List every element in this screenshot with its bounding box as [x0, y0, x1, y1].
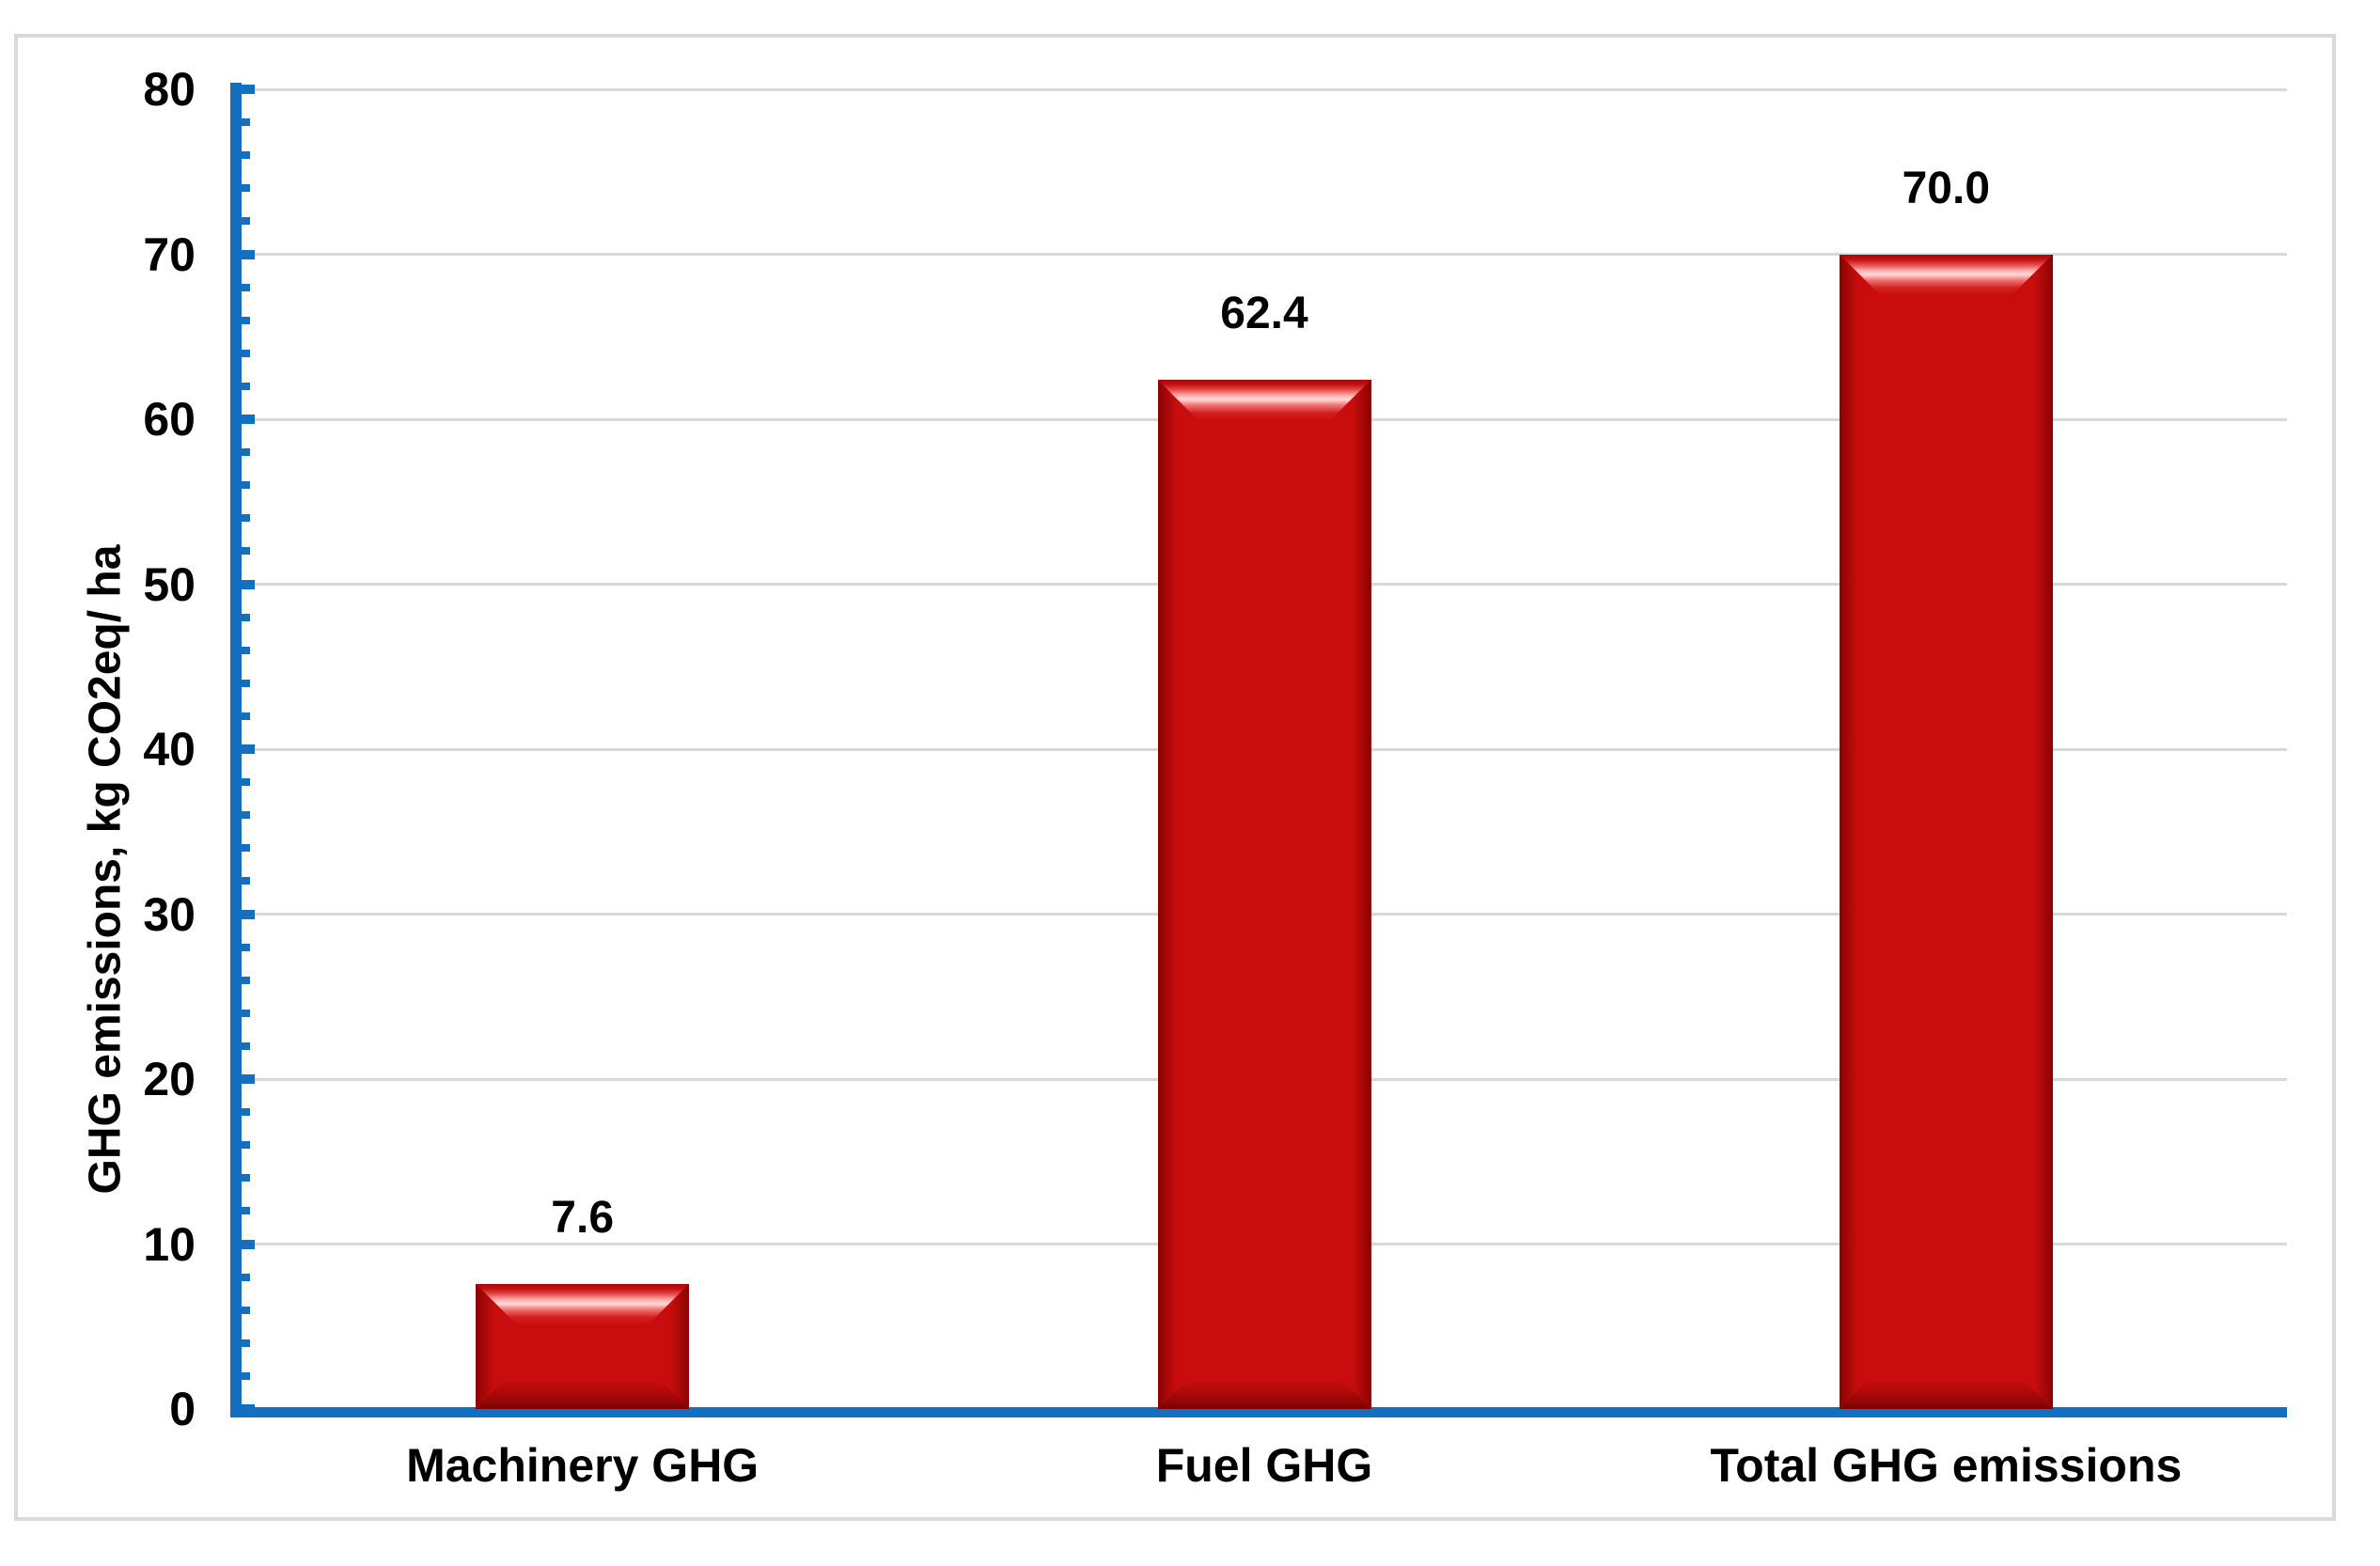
- x-axis-line: [230, 1407, 2287, 1417]
- y-tick-label-70: 70: [143, 227, 196, 281]
- bar-value-label-fuel-ghg: 62.4: [1220, 288, 1308, 338]
- x-category-label-machinery-ghg: Machinery GHG: [406, 1439, 759, 1492]
- y-axis-major-tick: [242, 1074, 255, 1084]
- y-axis-major-tick: [242, 249, 255, 259]
- y-axis-major-tick: [242, 1239, 255, 1249]
- y-axis-minor-tick: [242, 943, 250, 951]
- x-category-label-fuel-ghg: Fuel GHG: [1155, 1439, 1373, 1492]
- y-tick-label-80: 80: [143, 63, 196, 116]
- y-axis-major-tick: [242, 579, 255, 589]
- y-axis-minor-tick: [242, 481, 250, 490]
- y-axis-minor-tick: [242, 613, 250, 621]
- y-axis-major-tick: [242, 909, 255, 919]
- y-axis-minor-tick: [242, 1306, 250, 1314]
- gridline-80: [242, 87, 2287, 91]
- y-axis-minor-tick: [242, 1207, 250, 1215]
- y-axis-minor-tick: [242, 547, 250, 556]
- y-axis-minor-tick: [242, 448, 250, 457]
- y-axis-minor-tick: [242, 1273, 250, 1281]
- y-axis-minor-tick: [242, 1339, 250, 1347]
- y-axis-minor-tick: [242, 712, 250, 720]
- y-axis-major-tick: [242, 415, 255, 424]
- y-tick-label-60: 60: [143, 393, 196, 446]
- gridline-70: [242, 253, 2287, 256]
- y-axis-line: [230, 83, 242, 1417]
- y-axis-minor-tick: [242, 646, 250, 654]
- bar-value-label-machinery-ghg: 7.6: [551, 1192, 615, 1243]
- y-axis-minor-tick: [242, 151, 250, 160]
- x-category-label-total-ghg-emissions: Total GHG emissions: [1710, 1439, 2183, 1492]
- y-axis-minor-tick: [242, 316, 250, 324]
- y-axis-minor-tick: [242, 382, 250, 390]
- y-axis-minor-tick: [242, 1174, 250, 1182]
- y-axis-minor-tick: [242, 811, 250, 820]
- bar-fuel-ghg: [1157, 379, 1371, 1409]
- y-axis-major-tick: [242, 85, 255, 94]
- y-axis-minor-tick: [242, 976, 250, 984]
- y-axis-major-tick: [242, 744, 255, 754]
- y-axis-minor-tick: [242, 283, 250, 291]
- y-axis-minor-tick: [242, 1141, 250, 1150]
- y-axis-minor-tick: [242, 1041, 250, 1050]
- y-axis-minor-tick: [242, 778, 250, 787]
- y-axis-minor-tick: [242, 844, 250, 853]
- y-axis-minor-tick: [242, 1371, 250, 1380]
- y-axis-minor-tick: [242, 877, 250, 885]
- y-tick-label-10: 10: [143, 1217, 196, 1271]
- y-tick-label-40: 40: [143, 723, 196, 775]
- y-axis-minor-tick: [242, 1108, 250, 1117]
- y-axis-minor-tick: [242, 349, 250, 357]
- bar-value-label-total-ghg-emissions: 70.0: [1902, 163, 1991, 213]
- y-tick-label-20: 20: [143, 1053, 196, 1105]
- bar-machinery-ghg: [476, 1283, 690, 1409]
- y-axis-minor-tick: [242, 118, 250, 127]
- y-axis-minor-tick: [242, 514, 250, 523]
- y-tick-label-0: 0: [169, 1383, 196, 1435]
- y-axis-minor-tick: [242, 184, 250, 193]
- y-axis-minor-tick: [242, 1009, 250, 1017]
- y-axis-minor-tick: [242, 679, 250, 687]
- y-tick-label-30: 30: [143, 887, 196, 941]
- bar-total-ghg-emissions: [1839, 254, 2053, 1409]
- y-tick-label-50: 50: [143, 557, 196, 611]
- y-axis-minor-tick: [242, 217, 250, 226]
